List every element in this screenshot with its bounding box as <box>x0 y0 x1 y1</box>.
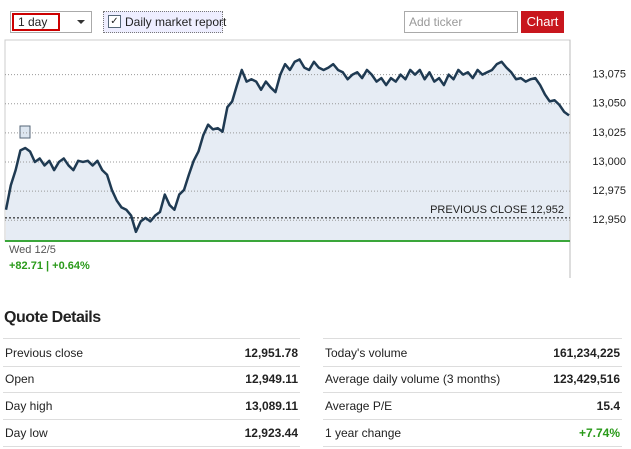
previous-close-label: PREVIOUS CLOSE 12,952 <box>430 204 564 216</box>
quote-row: 1 year change +7.74% <box>323 419 622 447</box>
y-tick-label: 13,000 <box>592 156 626 168</box>
quote-label: Day high <box>5 398 53 413</box>
quote-label: Day low <box>5 425 48 440</box>
chart: 12,950 12,975 13,000 13,025 13,050 13,075 PREV… <box>4 39 626 278</box>
quote-row: Open 12,949.11 <box>3 365 300 393</box>
quote-value: 123,429,516 <box>553 371 620 386</box>
checkbox[interactable]: ✓ <box>108 15 121 28</box>
quote-value: 12,949.11 <box>245 371 298 386</box>
quote-value: 12,923.44 <box>244 425 298 440</box>
y-tick-label: 12,975 <box>592 185 626 197</box>
quote-value: 13,089.11 <box>245 398 298 413</box>
quote-row: Day low 12,923.44 <box>3 419 300 447</box>
quote-value: 161,234,225 <box>553 345 620 360</box>
quote-value: +7.74% <box>578 425 620 440</box>
quote-row: Day high 13,089.11 <box>3 392 300 420</box>
quote-label: Average daily volume (3 months) <box>325 371 501 386</box>
ticker-input[interactable]: Add ticker <box>404 11 518 33</box>
quote-value: 12,951.78 <box>244 345 298 360</box>
quote-label: Today's volume <box>325 345 408 360</box>
quote-title: Quote Details <box>4 309 101 326</box>
period-select[interactable]: 1 day <box>10 11 92 33</box>
quote-label: Average P/E <box>325 398 393 413</box>
quote-row: Average P/E 15.4 <box>323 392 622 420</box>
quote-label: Open <box>5 371 35 386</box>
y-tick-label: 13,025 <box>592 127 626 139</box>
area <box>6 59 569 241</box>
quote-row: Today's volume 161,234,225 <box>323 338 622 367</box>
date: Wed 12/5 <box>9 244 56 256</box>
price-line <box>4 58 570 234</box>
note-icon <box>19 125 31 139</box>
report-label: Daily market report <box>125 15 227 29</box>
y-tick-label: 12,950 <box>592 214 626 226</box>
change: +82.71 | +0.64% <box>9 260 90 272</box>
period-value: 1 day <box>12 13 60 31</box>
quote-value: 15.4 <box>596 398 620 413</box>
quote-row: Previous close 12,951.78 <box>3 338 300 367</box>
chart-button[interactable]: Chart <box>521 11 564 33</box>
y-tick-label: 13,075 <box>592 69 626 81</box>
y-tick-label: 13,050 <box>592 98 626 110</box>
report-toggle[interactable]: ✓ Daily market report <box>103 11 227 33</box>
dropdown-arrow <box>77 20 85 24</box>
quote-label: Previous close <box>5 345 84 360</box>
quote-row: Average daily volume (3 months) 123,429,5… <box>323 365 622 393</box>
quote-label: 1 year change <box>325 425 402 440</box>
